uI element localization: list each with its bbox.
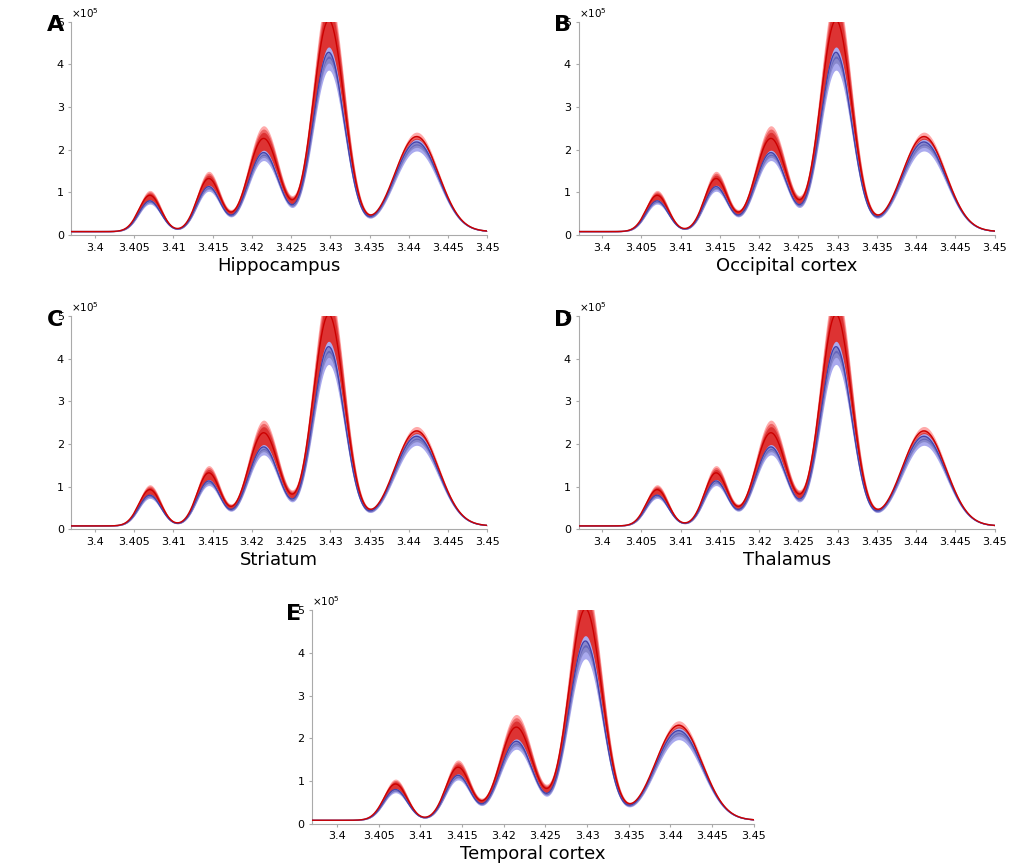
Text: $\times10^5$: $\times10^5$	[312, 595, 339, 609]
Text: C: C	[47, 310, 63, 329]
Text: $\times10^5$: $\times10^5$	[71, 6, 99, 20]
X-axis label: Hippocampus: Hippocampus	[217, 257, 340, 275]
Text: B: B	[553, 16, 571, 36]
X-axis label: Thalamus: Thalamus	[742, 551, 829, 569]
Text: $\times10^5$: $\times10^5$	[578, 300, 606, 314]
X-axis label: Occipital cortex: Occipital cortex	[715, 257, 856, 275]
X-axis label: Temporal cortex: Temporal cortex	[460, 845, 605, 864]
Text: E: E	[285, 604, 301, 624]
X-axis label: Striatum: Striatum	[240, 551, 318, 569]
Text: A: A	[47, 16, 63, 36]
Text: $\times10^5$: $\times10^5$	[71, 300, 99, 314]
Text: D: D	[553, 310, 572, 329]
Text: $\times10^5$: $\times10^5$	[578, 6, 606, 20]
